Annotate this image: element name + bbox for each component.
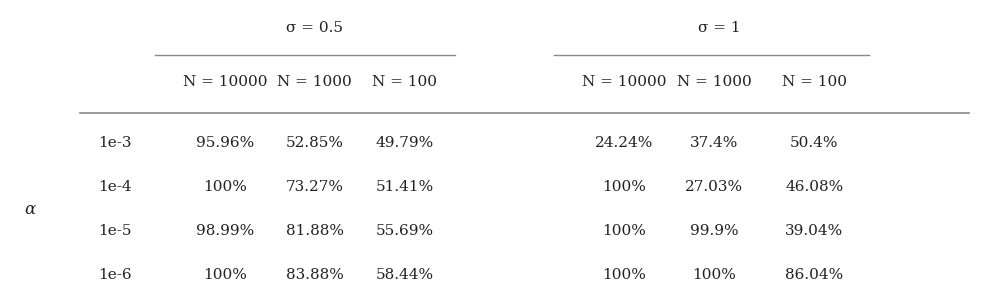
- Text: 39.04%: 39.04%: [785, 224, 843, 238]
- Text: 24.24%: 24.24%: [595, 136, 653, 150]
- Text: N = 1000: N = 1000: [278, 76, 352, 89]
- Text: 86.04%: 86.04%: [785, 268, 843, 282]
- Text: 100%: 100%: [692, 268, 736, 282]
- Text: 100%: 100%: [602, 224, 646, 238]
- Text: 95.96%: 95.96%: [196, 136, 254, 150]
- Text: 37.4%: 37.4%: [690, 136, 738, 150]
- Text: 1e-6: 1e-6: [98, 268, 132, 282]
- Text: N = 100: N = 100: [372, 76, 438, 89]
- Text: 1e-4: 1e-4: [98, 180, 132, 194]
- Text: 98.99%: 98.99%: [196, 224, 254, 238]
- Text: N = 1000: N = 1000: [677, 76, 751, 89]
- Text: σ = 0.5: σ = 0.5: [286, 21, 344, 34]
- Text: 50.4%: 50.4%: [790, 136, 838, 150]
- Text: N = 10000: N = 10000: [582, 76, 666, 89]
- Text: 100%: 100%: [602, 180, 646, 194]
- Text: 100%: 100%: [203, 180, 247, 194]
- Text: 52.85%: 52.85%: [286, 136, 344, 150]
- Text: 51.41%: 51.41%: [376, 180, 434, 194]
- Text: 73.27%: 73.27%: [286, 180, 344, 194]
- Text: N = 10000: N = 10000: [183, 76, 267, 89]
- Text: 100%: 100%: [203, 268, 247, 282]
- Text: 55.69%: 55.69%: [376, 224, 434, 238]
- Text: 46.08%: 46.08%: [785, 180, 843, 194]
- Text: 100%: 100%: [602, 268, 646, 282]
- Text: 1e-5: 1e-5: [98, 224, 132, 238]
- Text: σ = 1: σ = 1: [698, 21, 740, 34]
- Text: α: α: [24, 201, 36, 217]
- Text: 83.88%: 83.88%: [286, 268, 344, 282]
- Text: 49.79%: 49.79%: [376, 136, 434, 150]
- Text: 58.44%: 58.44%: [376, 268, 434, 282]
- Text: 99.9%: 99.9%: [690, 224, 738, 238]
- Text: 1e-3: 1e-3: [98, 136, 132, 150]
- Text: N = 100: N = 100: [781, 76, 847, 89]
- Text: 27.03%: 27.03%: [685, 180, 743, 194]
- Text: 81.88%: 81.88%: [286, 224, 344, 238]
